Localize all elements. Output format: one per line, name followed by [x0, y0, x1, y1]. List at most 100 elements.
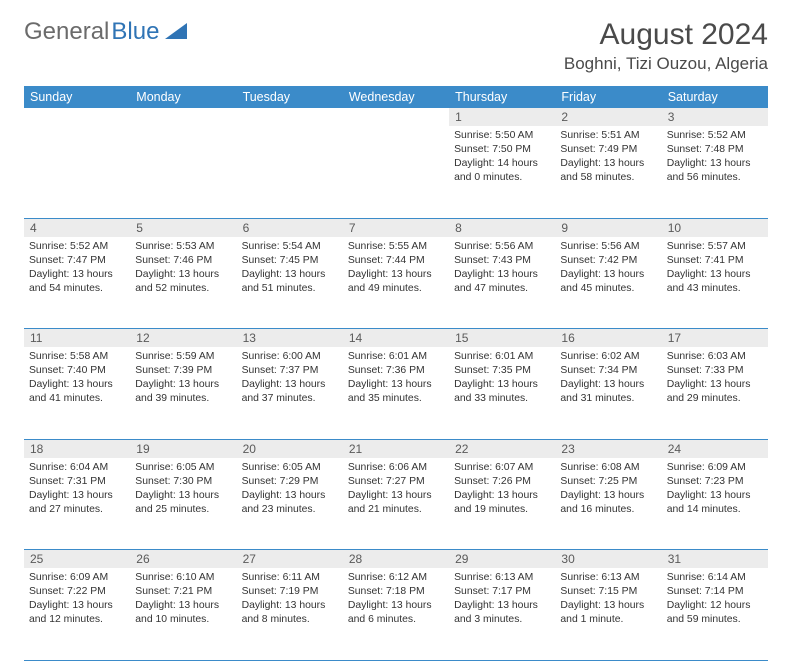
day-25-cell: Sunrise: 6:09 AMSunset: 7:22 PMDaylight:…	[24, 568, 130, 660]
sunrise-line: Sunrise: 5:51 AM	[560, 129, 656, 143]
day-30-info: Sunrise: 6:13 AMSunset: 7:15 PMDaylight:…	[560, 571, 656, 627]
day-7-info: Sunrise: 5:55 AMSunset: 7:44 PMDaylight:…	[348, 240, 444, 296]
day-16-info: Sunrise: 6:02 AMSunset: 7:34 PMDaylight:…	[560, 350, 656, 406]
sunrise-line: Sunrise: 6:09 AM	[29, 571, 125, 585]
empty-daynum	[237, 108, 343, 126]
sunset-line: Sunset: 7:25 PM	[560, 475, 656, 489]
sunrise-line: Sunrise: 5:52 AM	[29, 240, 125, 254]
day-3-number: 3	[662, 108, 768, 126]
sunrise-line: Sunrise: 6:01 AM	[454, 350, 550, 364]
daylight-line: Daylight: 13 hours and 21 minutes.	[348, 489, 444, 517]
day-27-number: 27	[237, 550, 343, 569]
day-24-cell: Sunrise: 6:09 AMSunset: 7:23 PMDaylight:…	[662, 458, 768, 550]
day-6-info: Sunrise: 5:54 AMSunset: 7:45 PMDaylight:…	[242, 240, 338, 296]
day-21-number: 21	[343, 439, 449, 458]
day-28-number: 28	[343, 550, 449, 569]
sunrise-line: Sunrise: 6:13 AM	[454, 571, 550, 585]
day-1-number: 1	[449, 108, 555, 126]
day-14-number: 14	[343, 329, 449, 348]
title-block: August 2024 Boghni, Tizi Ouzou, Algeria	[564, 18, 768, 74]
day-15-info: Sunrise: 6:01 AMSunset: 7:35 PMDaylight:…	[454, 350, 550, 406]
logo-text-1: General	[24, 18, 109, 46]
sunset-line: Sunset: 7:48 PM	[667, 143, 763, 157]
day-of-week-row: SundayMondayTuesdayWednesdayThursdayFrid…	[24, 86, 768, 108]
daylight-line: Daylight: 13 hours and 56 minutes.	[667, 157, 763, 185]
sunrise-line: Sunrise: 5:50 AM	[454, 129, 550, 143]
sunrise-line: Sunrise: 6:14 AM	[667, 571, 763, 585]
sunrise-line: Sunrise: 6:04 AM	[29, 461, 125, 475]
empty-daynum	[24, 108, 130, 126]
day-17-cell: Sunrise: 6:03 AMSunset: 7:33 PMDaylight:…	[662, 347, 768, 439]
day-16-number: 16	[555, 329, 661, 348]
day-9-number: 9	[555, 218, 661, 237]
day-20-number: 20	[237, 439, 343, 458]
day-29-cell: Sunrise: 6:13 AMSunset: 7:17 PMDaylight:…	[449, 568, 555, 660]
daylight-line: Daylight: 13 hours and 1 minute.	[560, 599, 656, 627]
daylight-line: Daylight: 13 hours and 31 minutes.	[560, 378, 656, 406]
day-28-info: Sunrise: 6:12 AMSunset: 7:18 PMDaylight:…	[348, 571, 444, 627]
day-13-number: 13	[237, 329, 343, 348]
sunrise-line: Sunrise: 5:53 AM	[135, 240, 231, 254]
sunrise-line: Sunrise: 5:58 AM	[29, 350, 125, 364]
day-3-info: Sunrise: 5:52 AMSunset: 7:48 PMDaylight:…	[667, 129, 763, 185]
day-22-info: Sunrise: 6:07 AMSunset: 7:26 PMDaylight:…	[454, 461, 550, 517]
sunset-line: Sunset: 7:43 PM	[454, 254, 550, 268]
week-0-daynum-row: 123	[24, 108, 768, 126]
daylight-line: Daylight: 13 hours and 47 minutes.	[454, 268, 550, 296]
daylight-line: Daylight: 13 hours and 14 minutes.	[667, 489, 763, 517]
sunset-line: Sunset: 7:34 PM	[560, 364, 656, 378]
day-26-info: Sunrise: 6:10 AMSunset: 7:21 PMDaylight:…	[135, 571, 231, 627]
dow-monday: Monday	[130, 86, 236, 108]
day-17-info: Sunrise: 6:03 AMSunset: 7:33 PMDaylight:…	[667, 350, 763, 406]
day-26-cell: Sunrise: 6:10 AMSunset: 7:21 PMDaylight:…	[130, 568, 236, 660]
sunrise-line: Sunrise: 6:03 AM	[667, 350, 763, 364]
day-19-cell: Sunrise: 6:05 AMSunset: 7:30 PMDaylight:…	[130, 458, 236, 550]
day-29-number: 29	[449, 550, 555, 569]
week-3-row: Sunrise: 6:04 AMSunset: 7:31 PMDaylight:…	[24, 458, 768, 550]
week-2-row: Sunrise: 5:58 AMSunset: 7:40 PMDaylight:…	[24, 347, 768, 439]
day-15-number: 15	[449, 329, 555, 348]
day-18-cell: Sunrise: 6:04 AMSunset: 7:31 PMDaylight:…	[24, 458, 130, 550]
day-12-number: 12	[130, 329, 236, 348]
daylight-line: Daylight: 13 hours and 41 minutes.	[29, 378, 125, 406]
day-13-info: Sunrise: 6:00 AMSunset: 7:37 PMDaylight:…	[242, 350, 338, 406]
day-10-number: 10	[662, 218, 768, 237]
dow-tuesday: Tuesday	[237, 86, 343, 108]
day-12-info: Sunrise: 5:59 AMSunset: 7:39 PMDaylight:…	[135, 350, 231, 406]
day-19-info: Sunrise: 6:05 AMSunset: 7:30 PMDaylight:…	[135, 461, 231, 517]
month-title: August 2024	[564, 18, 768, 52]
sunrise-line: Sunrise: 5:59 AM	[135, 350, 231, 364]
sunset-line: Sunset: 7:29 PM	[242, 475, 338, 489]
daylight-line: Daylight: 13 hours and 37 minutes.	[242, 378, 338, 406]
sunset-line: Sunset: 7:49 PM	[560, 143, 656, 157]
day-4-cell: Sunrise: 5:52 AMSunset: 7:47 PMDaylight:…	[24, 237, 130, 329]
logo-text-2: Blue	[111, 18, 159, 46]
sunrise-line: Sunrise: 5:57 AM	[667, 240, 763, 254]
day-19-number: 19	[130, 439, 236, 458]
sunset-line: Sunset: 7:19 PM	[242, 585, 338, 599]
sunset-line: Sunset: 7:17 PM	[454, 585, 550, 599]
empty-daynum	[130, 108, 236, 126]
dow-thursday: Thursday	[449, 86, 555, 108]
location: Boghni, Tizi Ouzou, Algeria	[564, 54, 768, 74]
day-10-cell: Sunrise: 5:57 AMSunset: 7:41 PMDaylight:…	[662, 237, 768, 329]
daylight-line: Daylight: 13 hours and 23 minutes.	[242, 489, 338, 517]
sunset-line: Sunset: 7:45 PM	[242, 254, 338, 268]
sunrise-line: Sunrise: 6:13 AM	[560, 571, 656, 585]
day-4-info: Sunrise: 5:52 AMSunset: 7:47 PMDaylight:…	[29, 240, 125, 296]
daylight-line: Daylight: 13 hours and 6 minutes.	[348, 599, 444, 627]
calendar-table: SundayMondayTuesdayWednesdayThursdayFrid…	[24, 86, 768, 661]
day-24-number: 24	[662, 439, 768, 458]
day-30-cell: Sunrise: 6:13 AMSunset: 7:15 PMDaylight:…	[555, 568, 661, 660]
day-30-number: 30	[555, 550, 661, 569]
day-10-info: Sunrise: 5:57 AMSunset: 7:41 PMDaylight:…	[667, 240, 763, 296]
sunrise-line: Sunrise: 5:55 AM	[348, 240, 444, 254]
daylight-line: Daylight: 13 hours and 35 minutes.	[348, 378, 444, 406]
daylight-line: Daylight: 13 hours and 10 minutes.	[135, 599, 231, 627]
day-31-number: 31	[662, 550, 768, 569]
logo: GeneralBlue	[24, 18, 187, 46]
dow-friday: Friday	[555, 86, 661, 108]
day-1-cell: Sunrise: 5:50 AMSunset: 7:50 PMDaylight:…	[449, 126, 555, 218]
sunrise-line: Sunrise: 6:05 AM	[242, 461, 338, 475]
daylight-line: Daylight: 13 hours and 43 minutes.	[667, 268, 763, 296]
